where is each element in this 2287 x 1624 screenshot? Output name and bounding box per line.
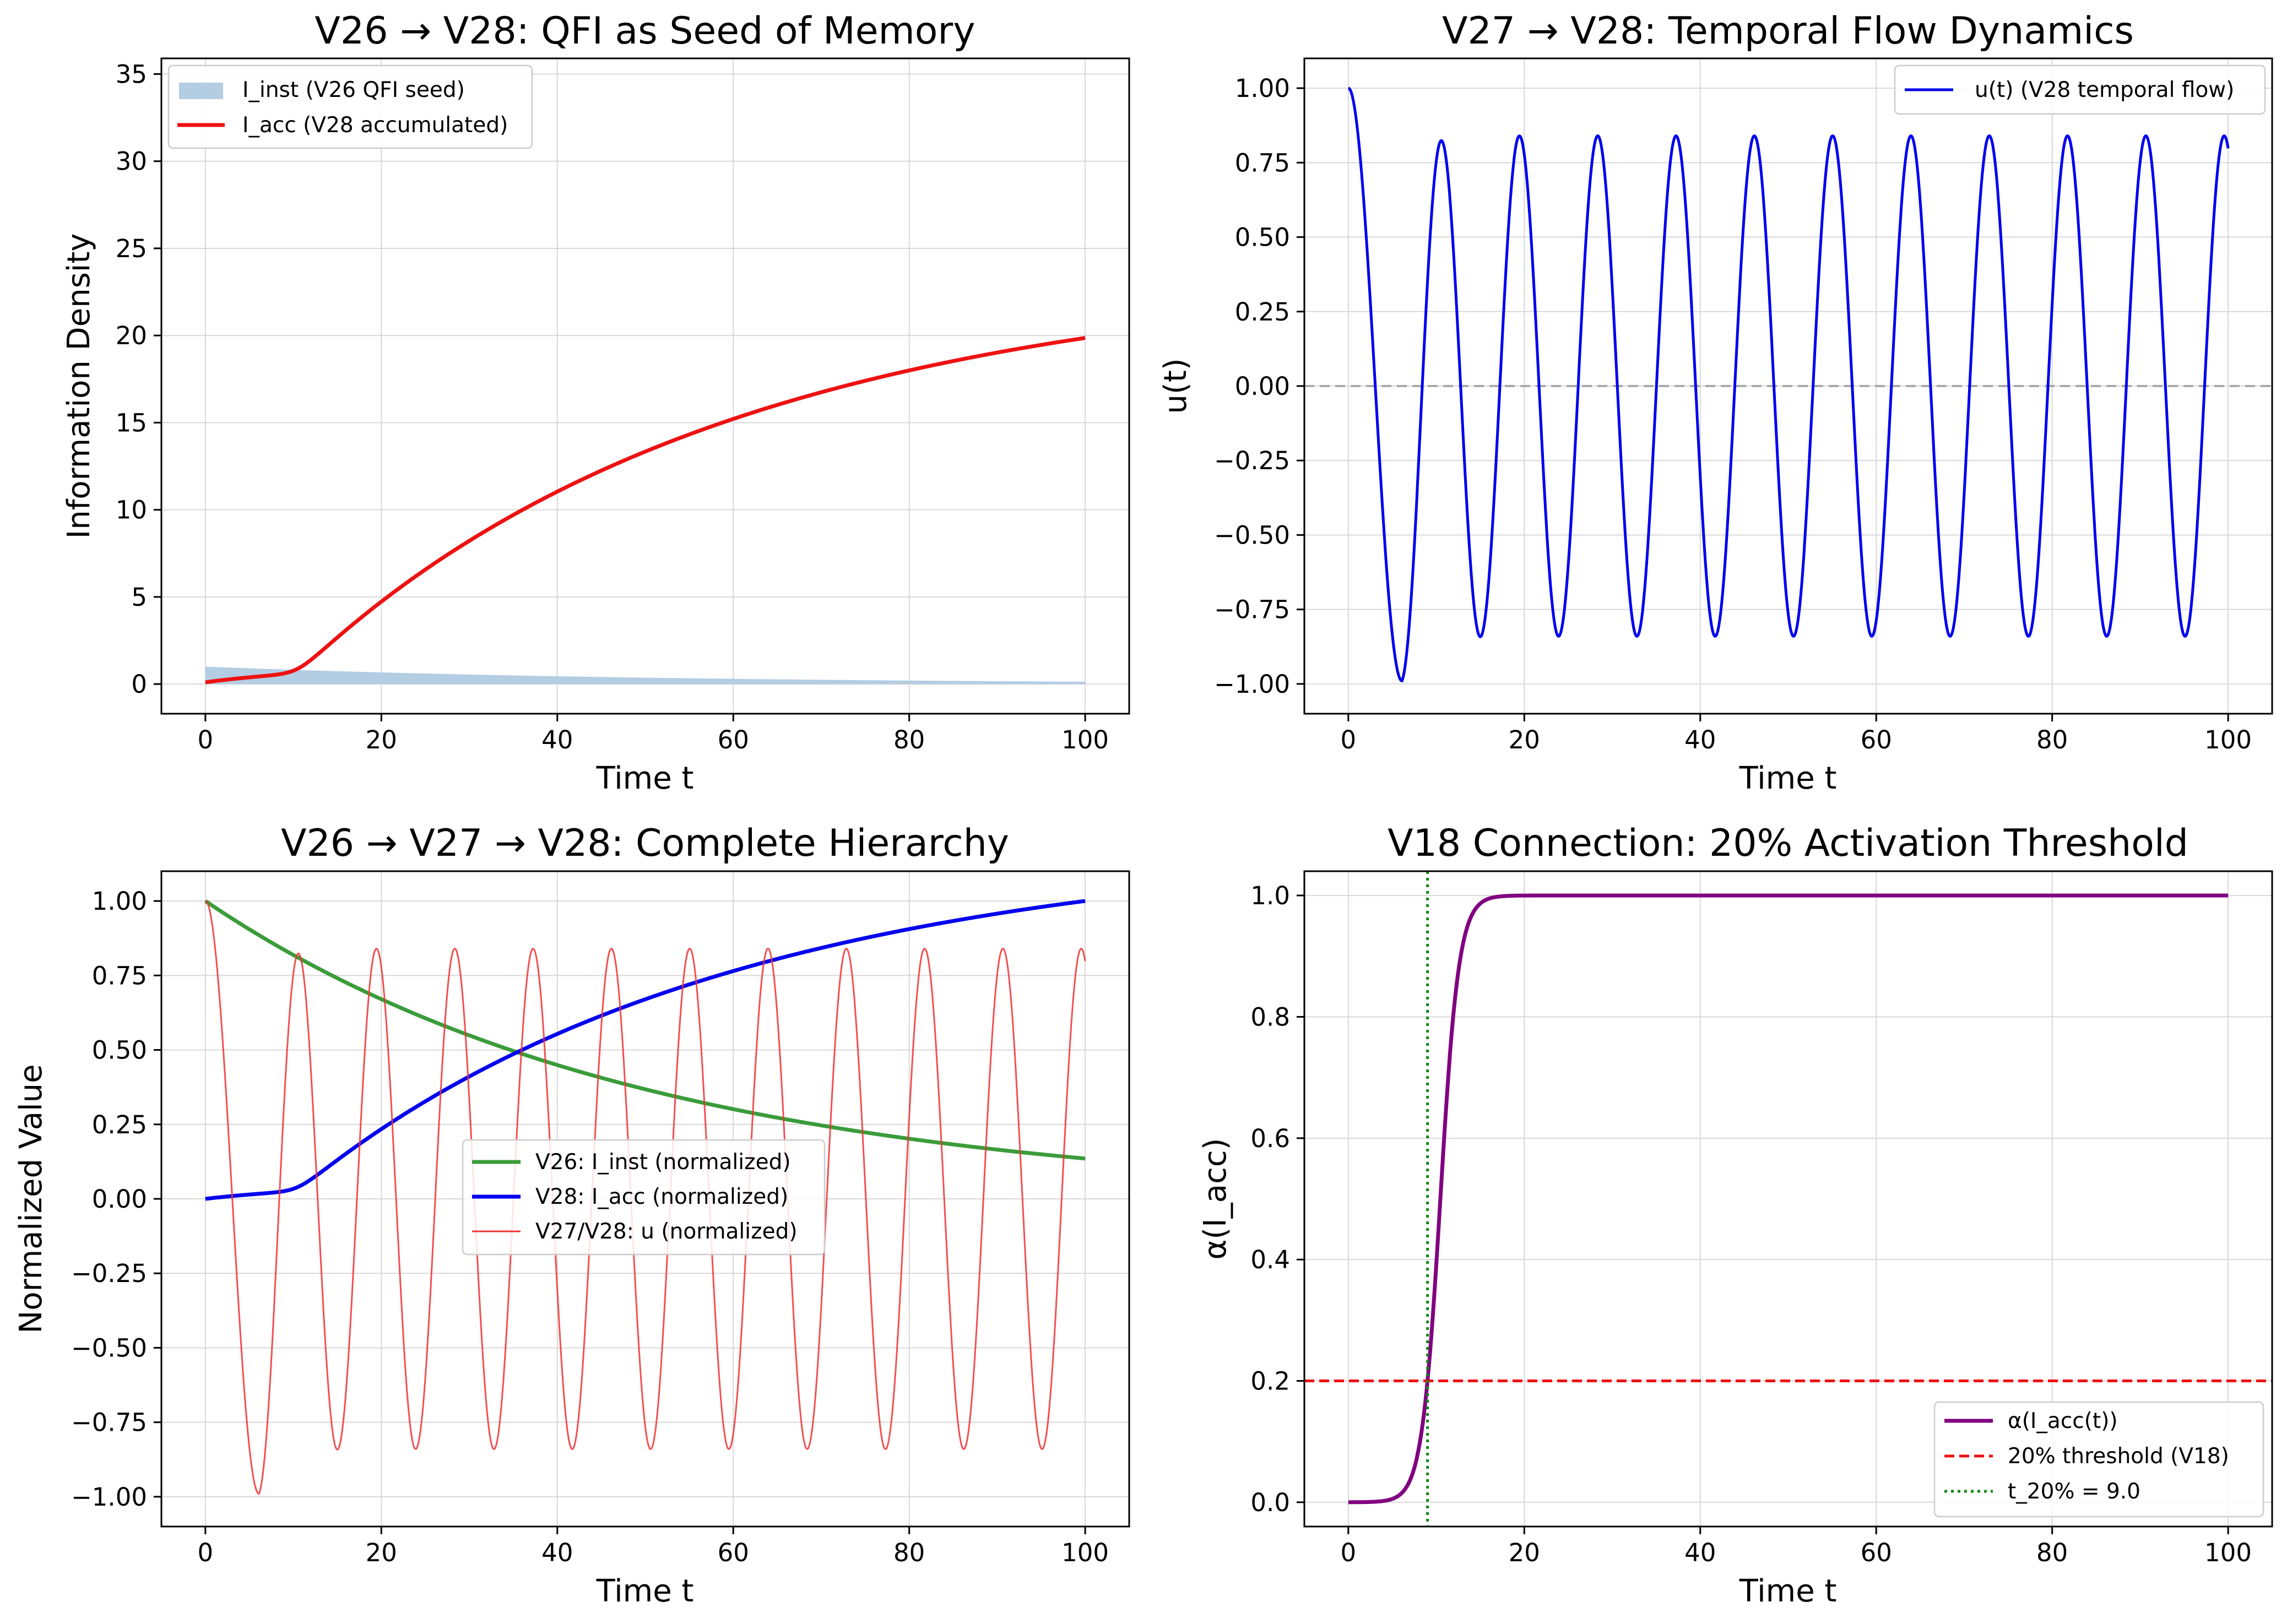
legend-label-v28: V28: I_acc (normalized): [535, 1185, 788, 1209]
x-tick-label: 60: [1861, 725, 1892, 754]
y-tick-label: 0.2: [1250, 1367, 1290, 1396]
panel-complete-hierarchy: 0 20 40 60 80 100 1.00 0.75 0.50 0.25 0.00 −0.25 −0.…: [13, 822, 1130, 1609]
y-tick-label: 1.00: [92, 887, 147, 916]
y-axis-label: Information Density: [61, 233, 97, 539]
y-tick-label: 0.8: [1250, 1002, 1290, 1031]
x-axis-label: Time t: [596, 761, 694, 796]
y-tick-label: 20: [116, 321, 147, 350]
x-tick-label: 20: [1509, 725, 1540, 754]
x-tick-label: 0: [1341, 1538, 1357, 1567]
x-tick-label: 0: [198, 1538, 214, 1567]
legend-label-u: u(t) (V28 temporal flow): [1975, 78, 2234, 102]
y-tick-label: 0.25: [1235, 297, 1290, 327]
legend-label-u: V27/V28: u (normalized): [535, 1219, 798, 1244]
legend-label-t20: t_20% = 9.0: [2008, 1479, 2140, 1504]
y-tick-label: 0.4: [1250, 1245, 1290, 1274]
y-tick-label: −0.25: [71, 1259, 147, 1288]
y-tick-label: 0.00: [92, 1185, 147, 1214]
legend-label-iinst: I_inst (V26 QFI seed): [242, 78, 465, 102]
y-tick-label: 0.50: [1235, 223, 1290, 252]
y-tick-label: −0.25: [1214, 446, 1290, 475]
y-tick-label: 5: [131, 583, 147, 612]
x-axis-label: Time t: [1739, 761, 1837, 796]
series-p2-0-line: [1347, 86, 2230, 682]
x-tick-label: 20: [366, 725, 397, 754]
x-tick-label: 100: [2204, 1538, 2252, 1567]
x-tick-label: 0: [198, 725, 214, 754]
legend-label-alpha: α(I_acc(t)): [2008, 1409, 2118, 1433]
legend-label-threshold: 20% threshold (V18): [2008, 1444, 2229, 1469]
chart-title: V26 → V27 → V28: Complete Hierarchy: [281, 822, 1009, 865]
y-tick-label: 0.0: [1250, 1488, 1290, 1517]
legend-label-iacc: I_acc (V28 accumulated): [242, 113, 508, 138]
series-p1-0-area: [205, 666, 1086, 685]
series-p1-1-line: [204, 336, 1087, 685]
y-tick-label: 15: [116, 408, 147, 437]
y-tick-label: 25: [116, 234, 147, 263]
y-tick-label: 0.50: [92, 1036, 147, 1065]
x-tick-label: 100: [2204, 725, 2252, 754]
y-tick-label: 0.75: [92, 961, 147, 990]
series-p3-2-line: [205, 900, 1086, 1495]
x-tick-label: 20: [366, 1538, 397, 1567]
y-tick-label: 1.0: [1250, 881, 1290, 910]
x-tick-label: 60: [718, 725, 749, 754]
legend-swatch-iinst: [179, 83, 223, 99]
x-tick-label: 40: [541, 1538, 573, 1567]
y-tick-label: −0.50: [71, 1333, 147, 1362]
axes-frame: [160, 57, 1130, 715]
legend: u(t) (V28 temporal flow): [1894, 64, 2266, 115]
y-tick-label: 0.25: [92, 1110, 147, 1139]
series-p3-1-line: [204, 899, 1087, 1201]
x-tick-label: 80: [2036, 725, 2068, 754]
x-tick-label: 40: [541, 725, 573, 754]
y-tick-label: 0.6: [1250, 1124, 1290, 1153]
series-p3-0-line: [204, 899, 1087, 1161]
x-tick-label: 40: [1684, 1538, 1716, 1567]
chart-title: V18 Connection: 20% Activation Threshold: [1388, 822, 2188, 865]
y-tick-label: 35: [116, 59, 147, 89]
panel-qfi-seed: 0 20 40 60 80 100 0 5 10 15 20 25 30 35 V26 → V28: QF…: [61, 9, 1130, 796]
y-axis-label: u(t): [1158, 358, 1194, 414]
y-axis-label: Normalized Value: [13, 1064, 49, 1333]
legend: I_inst (V26 QFI seed) I_acc (V28 accumul…: [167, 64, 533, 149]
y-tick-label: −0.50: [1214, 520, 1290, 550]
x-tick-label: 60: [1861, 1538, 1892, 1567]
y-axis-label: α(I_acc): [1197, 1138, 1233, 1259]
axes-frame: [1303, 870, 2273, 1528]
y-tick-label: −1.00: [1214, 670, 1290, 699]
y-tick-label: −1.00: [71, 1482, 147, 1512]
y-tick-label: 10: [116, 496, 147, 525]
x-tick-label: 80: [2036, 1538, 2068, 1567]
panel-activation-threshold: 0 20 40 60 80 100 0.0 0.2 0.4 0.6 0.8 1.0 V18 Conne…: [1197, 822, 2273, 1609]
x-tick-label: 100: [1061, 725, 1109, 754]
series-p4-0-line: [1347, 893, 2230, 1504]
x-tick-label: 80: [893, 1538, 925, 1567]
x-tick-label: 60: [718, 1538, 749, 1567]
x-tick-label: 80: [893, 725, 925, 754]
x-tick-label: 0: [1341, 725, 1357, 754]
chart-title: V27 → V28: Temporal Flow Dynamics: [1442, 9, 2134, 53]
legend-label-v26: V26: I_inst (normalized): [535, 1150, 791, 1175]
y-tick-label: 0.75: [1235, 148, 1290, 177]
panel-temporal-flow: 0 20 40 60 80 100 1.00 0.75 0.50 0.25 0.00 −0.25 −0.…: [1158, 9, 2273, 796]
y-tick-label: 0: [131, 670, 147, 699]
x-axis-label: Time t: [596, 1573, 694, 1609]
legend: V26: I_inst (normalized) V28: I_acc (nor…: [462, 1139, 826, 1256]
x-tick-label: 20: [1509, 1538, 1540, 1567]
x-tick-label: 40: [1684, 725, 1716, 754]
x-tick-label: 100: [1061, 1538, 1109, 1567]
y-tick-label: 0.00: [1235, 372, 1290, 401]
y-tick-label: 30: [116, 147, 147, 176]
legend: α(I_acc(t)) 20% threshold (V18) t_20% = …: [1933, 1401, 2264, 1518]
chart-title: V26 → V28: QFI as Seed of Memory: [315, 9, 975, 53]
x-axis-label: Time t: [1739, 1573, 1837, 1609]
y-tick-label: −0.75: [1214, 595, 1290, 624]
y-tick-label: 1.00: [1235, 74, 1290, 103]
y-tick-label: −0.75: [71, 1408, 147, 1437]
